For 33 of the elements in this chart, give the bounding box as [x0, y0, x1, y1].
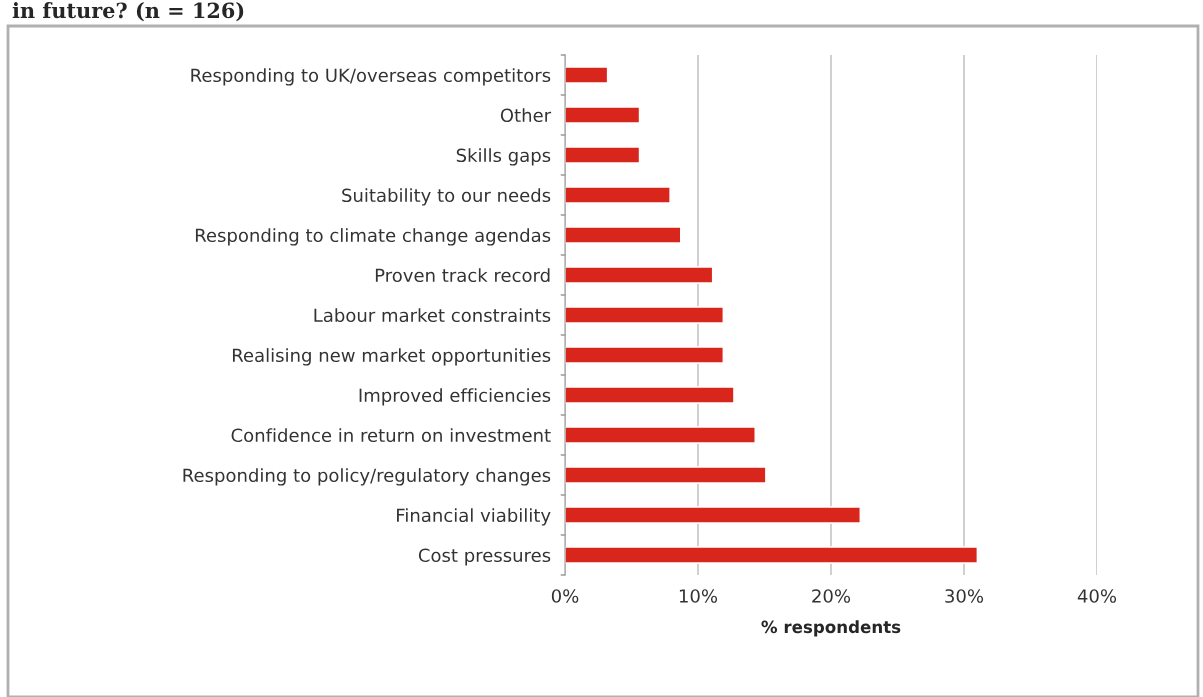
y-tick-label: Suitability to our needs: [342, 188, 551, 206]
bar: [565, 346, 724, 364]
bar: [565, 546, 978, 564]
bar: [565, 226, 682, 244]
bar: [565, 306, 724, 324]
x-tick-label: 0%: [551, 589, 579, 603]
y-tick-label: Cost pressures: [418, 548, 551, 566]
y-tick-label: Labour market constraints: [314, 308, 551, 323]
x-tick-label: 10%: [679, 589, 718, 603]
y-tick-label: Realising new market opportunities: [232, 348, 551, 366]
x-tick-label: 20%: [812, 589, 851, 603]
y-tick-label: Responding to UK/overseas competitors: [191, 68, 551, 86]
bar: [565, 386, 735, 404]
y-tick-label: Skills gaps: [456, 148, 551, 166]
bar: [565, 186, 671, 204]
text: in future? (n = 126): [12, 2, 244, 22]
bar: [565, 146, 641, 164]
y-tick-label: Other: [500, 108, 552, 123]
y-tick-label: Proven track record: [375, 268, 550, 283]
x-tick-label: 30%: [945, 589, 984, 603]
x-axis-title: % respondents: [761, 620, 901, 637]
bar: [565, 506, 861, 524]
bar: [565, 266, 714, 284]
bar: [565, 466, 767, 484]
y-tick-label: Improved efficiencies: [359, 388, 551, 406]
bar: [565, 426, 756, 444]
y-tick-label: Responding to policy/regulatory changes: [183, 468, 551, 486]
y-tick-label: Financial viability: [397, 508, 551, 526]
y-tick-label: Confidence in return on investment: [231, 428, 551, 443]
y-tick-label: Responding to climate change agendas: [195, 228, 551, 246]
x-tick-label: 40%: [1077, 589, 1117, 603]
bar: [565, 106, 641, 124]
bar: [565, 66, 609, 84]
